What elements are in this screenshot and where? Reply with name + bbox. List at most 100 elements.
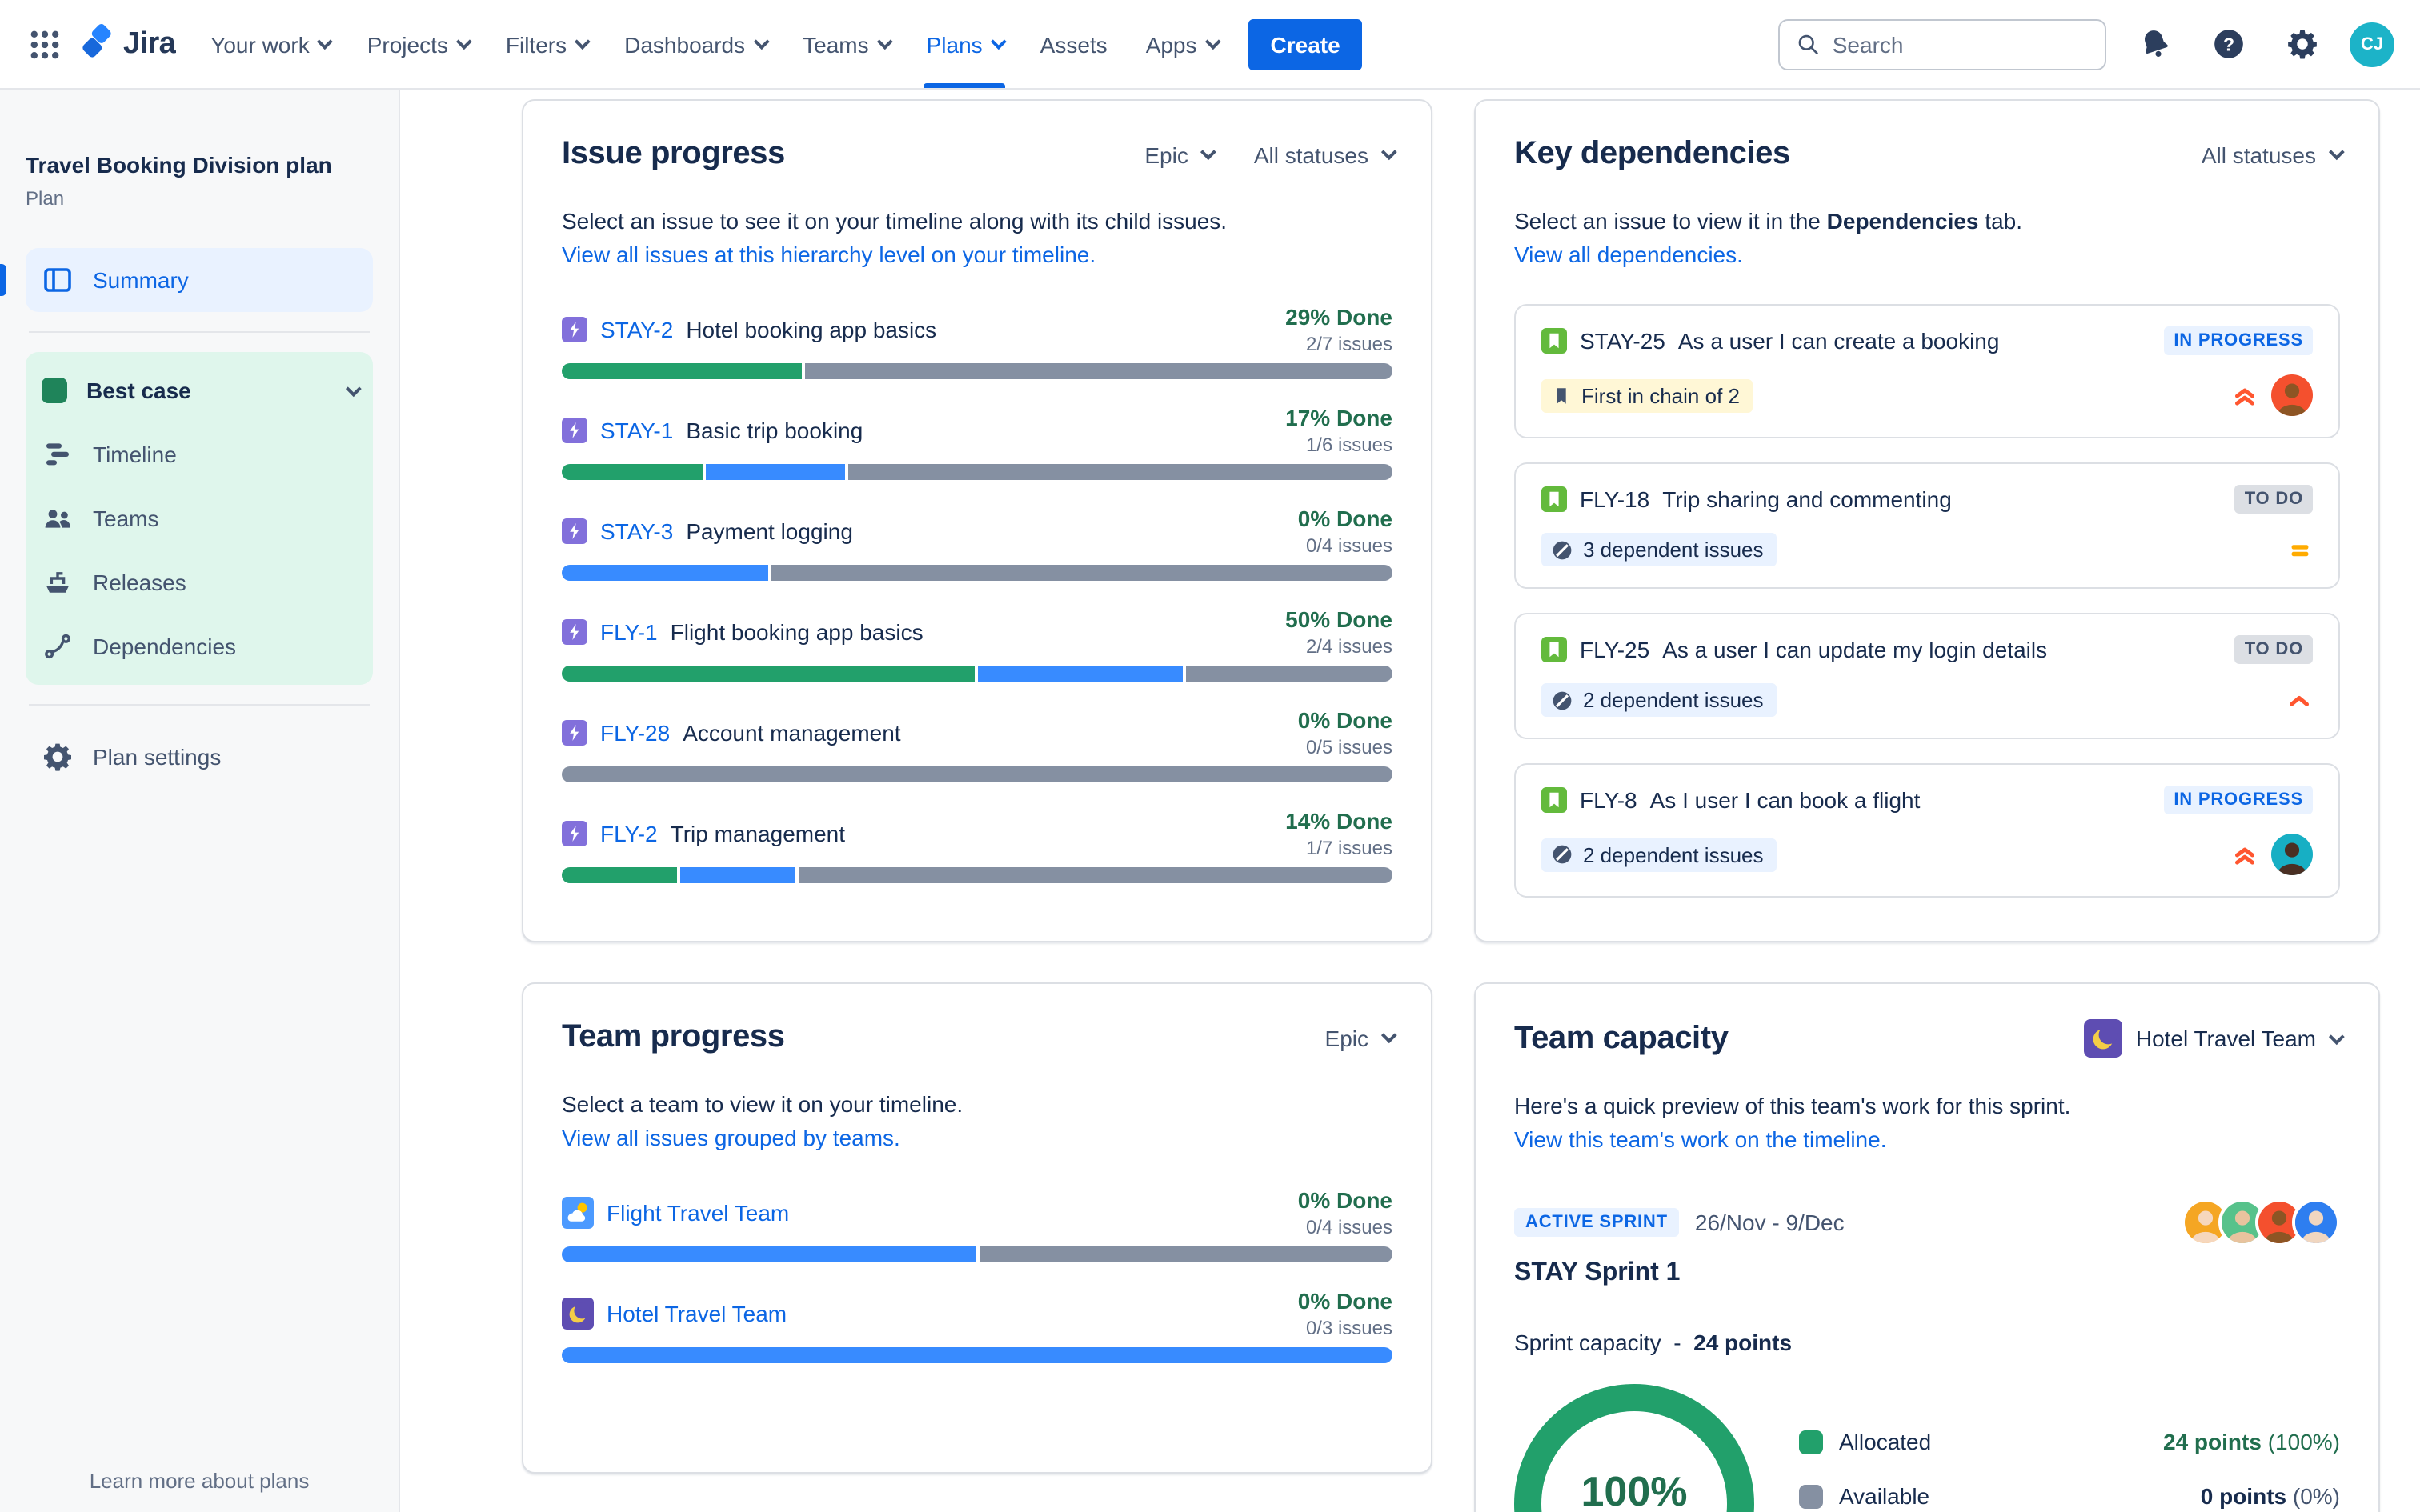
- issue-key-link[interactable]: FLY-1: [600, 619, 658, 645]
- epic-icon: [562, 518, 587, 544]
- app-name: Jira: [123, 26, 176, 60]
- nav-item-your-work[interactable]: Your work: [191, 0, 348, 88]
- dependency-summary: As a user I can create a booking: [1677, 328, 2000, 354]
- team-level-filter[interactable]: Epic: [1325, 1025, 1397, 1050]
- settings-button[interactable]: [2276, 18, 2327, 70]
- nav-item-apps[interactable]: Apps: [1127, 0, 1236, 88]
- issue-row-STAY-2[interactable]: STAY-2 Hotel booking app basics 29% Done…: [562, 304, 1392, 379]
- sidebar-item-label: Summary: [93, 267, 189, 293]
- sidebar-item-timeline[interactable]: Timeline: [26, 422, 373, 486]
- dependency-card-FLY-18[interactable]: FLY-18 Trip sharing and commenting TO DO…: [1514, 462, 2340, 589]
- dependency-card-STAY-25[interactable]: STAY-25 As a user I can create a booking…: [1514, 304, 2340, 438]
- donut-percentage: 100%: [1581, 1466, 1688, 1512]
- team-issue-count: 0/3 issues: [1305, 1317, 1392, 1339]
- sprint-member-avatar[interactable]: [2292, 1198, 2340, 1246]
- issue-level-filter[interactable]: Epic: [1144, 142, 1217, 167]
- scenario-color-icon: [42, 378, 67, 403]
- team-name-link[interactable]: Hotel Travel Team: [607, 1301, 787, 1326]
- team-row[interactable]: Flight Travel Team 0% Done 0/4 issues: [562, 1187, 1392, 1262]
- user-avatar[interactable]: CJ: [2350, 22, 2394, 66]
- dependency-icon: [1553, 690, 1572, 710]
- chain-icon: [1557, 387, 1566, 403]
- dependencies-status-filter[interactable]: All statuses: [2202, 142, 2345, 167]
- sidebar-item-dependencies[interactable]: Dependencies: [26, 614, 373, 678]
- sprint-avatars: [2182, 1198, 2340, 1246]
- issue-row-STAY-3[interactable]: STAY-3 Payment logging 0% Done 0/4 issue…: [562, 506, 1392, 581]
- search-box[interactable]: [1778, 18, 2106, 70]
- issue-summary: Basic trip booking: [686, 418, 863, 443]
- chevron-down-icon: [1200, 144, 1217, 161]
- dependency-key: STAY-25: [1580, 328, 1665, 354]
- notifications-button[interactable]: [2129, 18, 2180, 70]
- app-switcher-icon[interactable]: [19, 18, 70, 70]
- issue-row-FLY-1[interactable]: FLY-1 Flight booking app basics 50% Done…: [562, 606, 1392, 682]
- scenario-selector[interactable]: Best case: [26, 358, 373, 422]
- dependency-key: FLY-18: [1580, 486, 1650, 512]
- issue-row-FLY-2[interactable]: FLY-2 Trip management 14% Done 1/7 issue…: [562, 808, 1392, 883]
- status-badge: TO DO: [2234, 485, 2313, 514]
- issue-summary: Hotel booking app basics: [686, 317, 937, 342]
- sidebar-item-plan-settings[interactable]: Plan settings: [26, 725, 373, 789]
- issue-key-link[interactable]: STAY-3: [600, 518, 674, 544]
- progress-bar: [562, 666, 1392, 682]
- status-badge: IN PROGRESS: [2164, 786, 2313, 814]
- progress-bar: [562, 1347, 1392, 1363]
- team-row[interactable]: Hotel Travel Team 0% Done 0/3 issues: [562, 1288, 1392, 1363]
- issue-progress-title: Issue progress: [562, 136, 785, 171]
- chevron-down-icon: [575, 34, 591, 50]
- progress-bar: [562, 867, 1392, 883]
- team-name-link[interactable]: Flight Travel Team: [607, 1200, 790, 1226]
- progress-segment-inprogress: [680, 867, 796, 883]
- issue-key-link[interactable]: FLY-2: [600, 821, 658, 846]
- nav-item-filters[interactable]: Filters: [487, 0, 605, 88]
- issue-row-FLY-28[interactable]: FLY-28 Account management 0% Done 0/5 is…: [562, 707, 1392, 782]
- plan-sidebar: Travel Booking Division plan Plan Summar…: [0, 90, 400, 1512]
- view-all-dependencies-link[interactable]: View all dependencies.: [1514, 242, 1743, 267]
- issue-key-link[interactable]: STAY-1: [600, 418, 674, 443]
- sidebar-item-summary[interactable]: Summary: [0, 248, 373, 312]
- flight-team-icon: [562, 1197, 594, 1229]
- dependency-card-FLY-8[interactable]: FLY-8 As I user I can book a flight IN P…: [1514, 763, 2340, 898]
- plan-type: Plan: [26, 187, 65, 210]
- view-team-work-link[interactable]: View this team's work on the timeline.: [1514, 1126, 1887, 1152]
- issue-key-link[interactable]: STAY-2: [600, 317, 674, 342]
- issue-count: 1/6 issues: [1305, 434, 1392, 456]
- nav-item-plans[interactable]: Plans: [908, 0, 1021, 88]
- issue-status-filter[interactable]: All statuses: [1254, 142, 1397, 167]
- progress-segment-todo: [848, 464, 1392, 480]
- plan-settings-label: Plan settings: [93, 744, 222, 770]
- nav-item-dashboards[interactable]: Dashboards: [605, 0, 783, 88]
- nav-item-projects[interactable]: Projects: [348, 0, 487, 88]
- dependencies-icon: [45, 634, 70, 659]
- create-button[interactable]: Create: [1248, 18, 1363, 70]
- learn-more-link[interactable]: Learn more about plans: [89, 1469, 310, 1493]
- dependency-card-FLY-25[interactable]: FLY-25 As a user I can update my login d…: [1514, 613, 2340, 739]
- nav-item-assets[interactable]: Assets: [1040, 31, 1108, 57]
- svg-text:?: ?: [2222, 34, 2234, 54]
- sidebar-views: Timeline Teams Releases Dependencies: [26, 422, 373, 678]
- chevron-down-icon: [317, 34, 334, 50]
- issue-row-STAY-1[interactable]: STAY-1 Basic trip booking 17% Done 1/6 i…: [562, 405, 1392, 480]
- gear-icon: [44, 743, 71, 771]
- view-teams-link[interactable]: View all issues grouped by teams.: [562, 1125, 900, 1150]
- dependency-summary: Trip sharing and commenting: [1662, 486, 1952, 512]
- issue-count: 2/7 issues: [1305, 333, 1392, 355]
- team-done-percent: 0% Done: [1297, 1288, 1392, 1314]
- progress-segment-todo: [979, 1246, 1392, 1262]
- jira-logo[interactable]: Jira: [77, 24, 176, 64]
- help-button[interactable]: ?: [2202, 18, 2254, 70]
- search-input[interactable]: [1832, 31, 2089, 57]
- sidebar-item-teams[interactable]: Teams: [26, 486, 373, 550]
- team-selector[interactable]: Hotel Travel Team: [2084, 1019, 2345, 1058]
- nav-item-teams[interactable]: Teams: [783, 0, 907, 88]
- issue-key-link[interactable]: FLY-28: [600, 720, 671, 746]
- person-avatar-icon: [2295, 1202, 2337, 1243]
- view-all-issues-link[interactable]: View all issues at this hierarchy level …: [562, 242, 1096, 267]
- sidebar-item-releases[interactable]: Releases: [26, 550, 373, 614]
- assignee-avatar[interactable]: [2271, 374, 2313, 416]
- team-progress-list: Flight Travel Team 0% Done 0/4 issues Ho…: [562, 1187, 1392, 1363]
- key-dependencies-card: Key dependencies All statuses Select an …: [1474, 99, 2380, 942]
- assignee-avatar[interactable]: [2271, 834, 2313, 875]
- issue-progress-card: Issue progress Epic All statuses Select …: [522, 99, 1432, 942]
